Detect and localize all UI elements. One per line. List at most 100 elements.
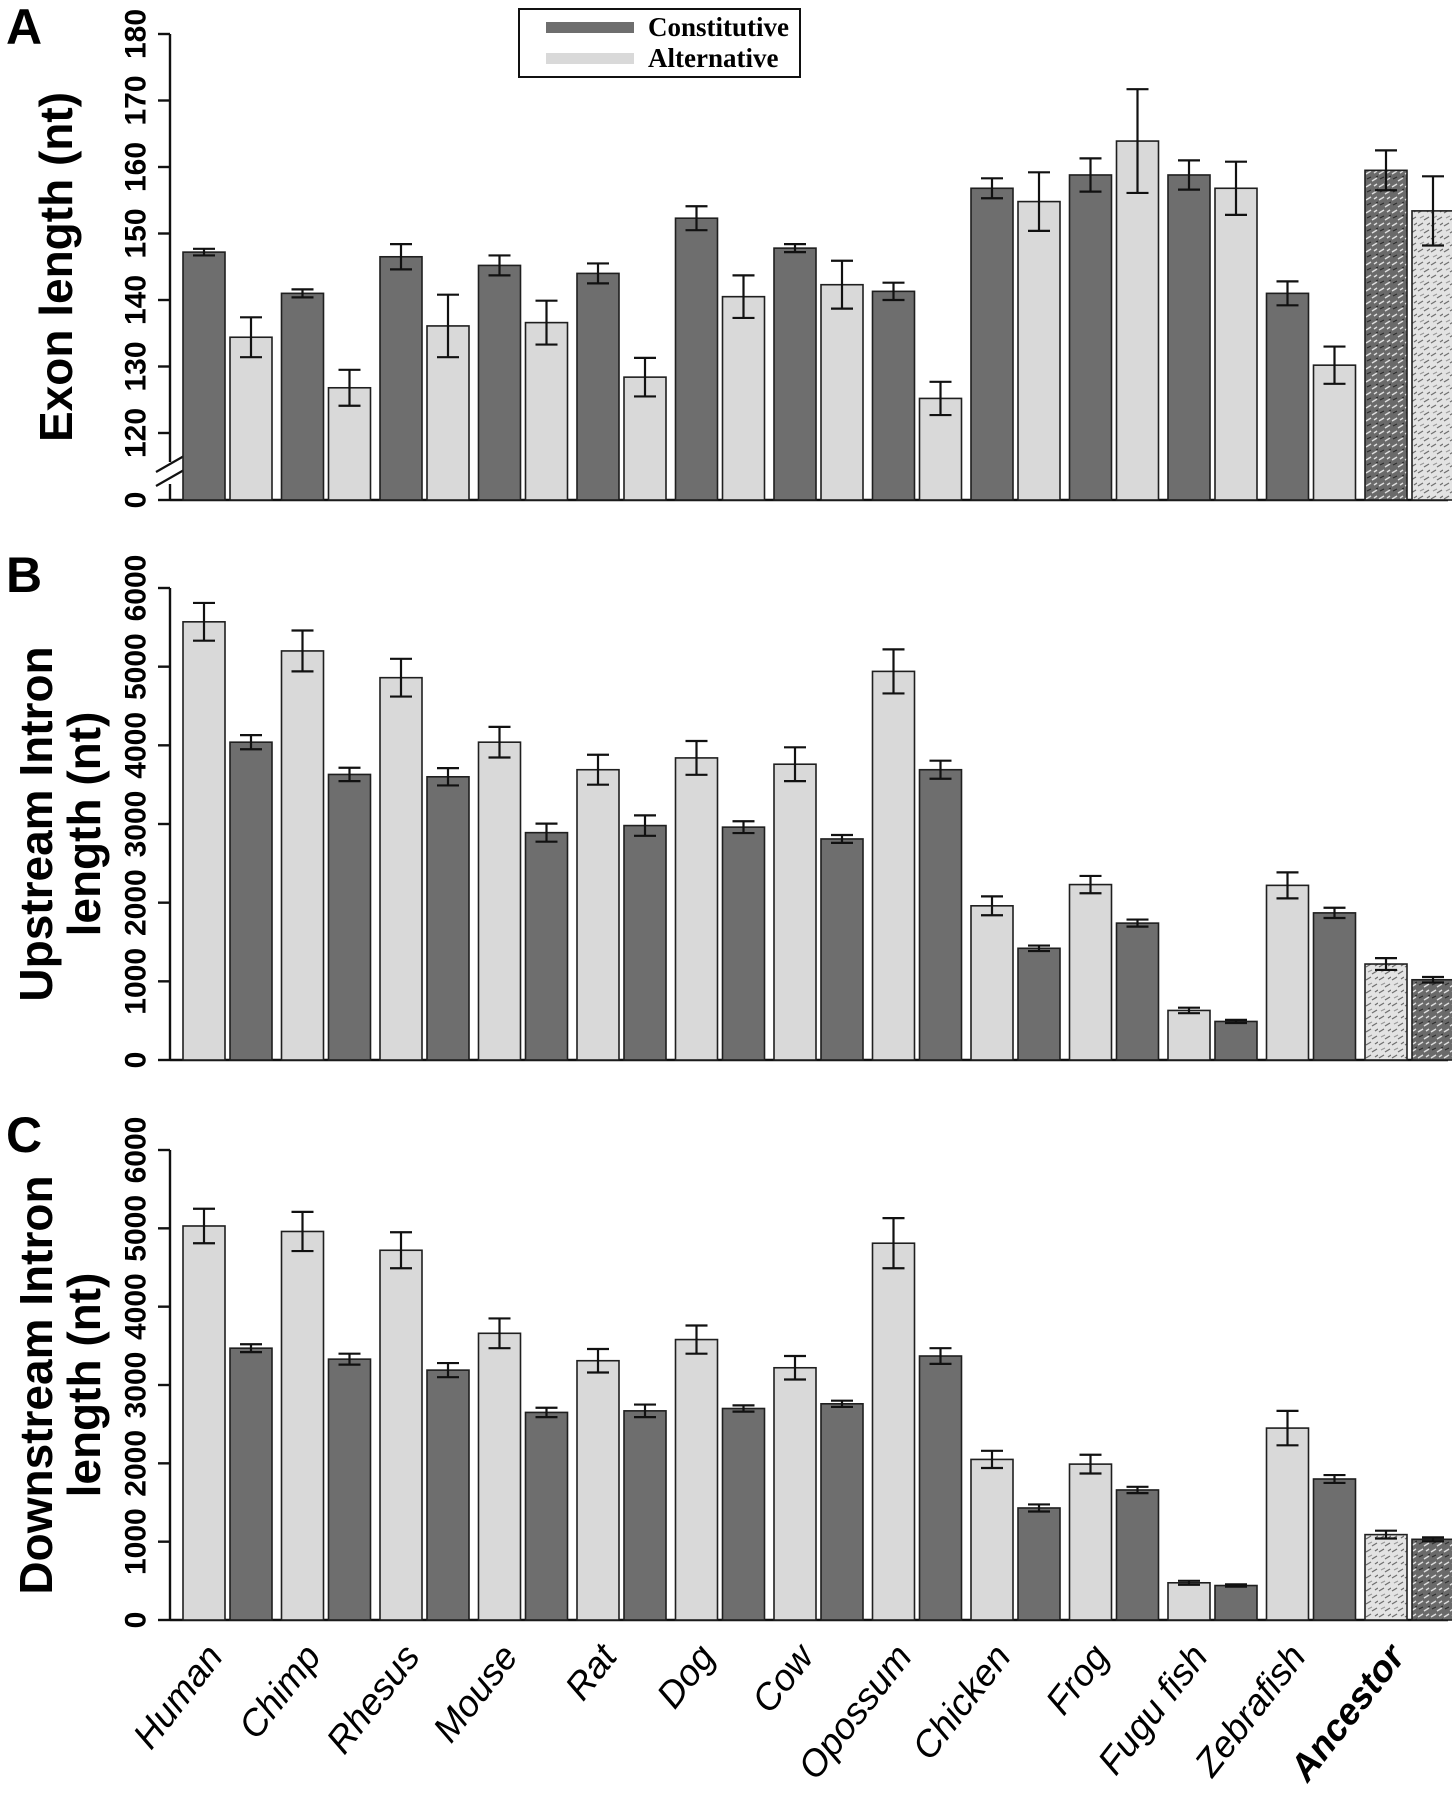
bar-C-dog-alternative [674,1338,719,1621]
bar-B-rat-constitutive [623,824,667,1061]
y-tick-label: 0 [120,1052,153,1069]
panel-C: 0 1000 2000 3000 4000 5000 6000 Downstream Intr… [10,1117,1452,1629]
bar-C-chicken-constitutive [1017,1507,1061,1621]
bar-A-opossum-constitutive [871,290,916,501]
bar-A-cow-alternative [820,283,864,501]
legend: Constitutive Alternative [518,8,801,78]
bar-C-fugu-fish-constitutive [1214,1584,1258,1621]
bar-B-dog-constitutive [721,826,766,1061]
alternative-swatch-icon [546,53,634,64]
y-tick-label: 160 [120,142,153,192]
bar-A-frog-constitutive [1068,174,1113,501]
bar-A-human-alternative [229,336,273,501]
legend-label: Constitutive [648,12,789,42]
bar-C-frog-alternative [1068,1463,1113,1621]
bar-C-zebrafish-alternative [1265,1427,1310,1621]
y-axis-title: length (nt) [58,712,110,937]
legend-item-alternative: Alternative [520,45,799,72]
y-tick-label: 2000 [120,869,153,936]
y-tick-label: 150 [120,208,153,258]
bar-C-mouse-alternative [477,1332,522,1621]
y-tick-label: 0 [120,1612,153,1629]
y-tick-label: 180 [120,9,153,59]
y-tick-label: 130 [120,341,153,391]
bar-C-opossum-alternative [871,1242,916,1621]
y-tick-label: 140 [120,275,153,325]
y-tick-label: 6000 [120,555,153,622]
bar-A-dog-alternative [721,295,766,501]
panel-A: 0 120 130 140 150 160 170 180 Exon length (nt) [30,9,1452,508]
bar-B-ancestor-constitutive [1411,978,1452,1061]
legend-label: Alternative [648,43,779,73]
bar-B-chimp-constitutive [327,773,372,1061]
panel-B: 0 1000 2000 3000 4000 5000 6000 Upstream Intron… [10,555,1452,1069]
bar-C-chimp-constitutive [327,1358,372,1621]
bar-A-mouse-constitutive [477,264,522,501]
bar-C-chicken-alternative [970,1458,1014,1621]
bar-A-ancestor-constitutive [1364,169,1408,501]
y-axis-title: Downstream Intron [10,1175,62,1594]
panel-letter-b: B [6,547,43,603]
bar-A-chicken-constitutive [970,187,1014,501]
y-tick-label: 2000 [120,1430,153,1497]
bar-C-human-alternative [182,1225,226,1621]
bar-B-rat-alternative [576,768,620,1061]
bar-B-frog-constitutive [1115,922,1160,1061]
panel-letter-a: A [6,0,43,55]
y-tick-label: 1000 [120,1508,153,1575]
axis-break-icon [155,469,185,487]
bar-A-ancestor-alternative [1411,210,1452,501]
y-tick-label: 5000 [120,633,153,700]
y-tick-label: 6000 [120,1117,153,1184]
bar-C-rhesus-constitutive [426,1369,470,1621]
bar-B-rhesus-constitutive [426,775,470,1061]
bar-A-fugu-fish-alternative [1214,187,1258,501]
bar-A-fugu-fish-constitutive [1167,174,1211,501]
bar-C-opossum-constitutive [918,1355,963,1621]
bar-B-opossum-alternative [871,670,916,1061]
y-tick-label: 1000 [120,948,153,1015]
bar-B-mouse-alternative [477,741,522,1061]
y-axis-title: Upstream Intron [10,646,62,1001]
bar-A-mouse-alternative [524,321,569,501]
bar-B-cow-constitutive [820,838,864,1061]
bar-C-mouse-constitutive [524,1411,569,1621]
bar-C-ancestor-constitutive [1411,1538,1452,1621]
bar-A-zebrafish-alternative [1312,364,1357,501]
y-axis-title: length (nt) [58,1273,110,1498]
bar-B-ancestor-alternative [1364,963,1408,1061]
y-axis-title: Exon length (nt) [30,92,82,442]
bar-B-dog-alternative [674,757,719,1061]
y-tick-label: 4000 [120,1273,153,1340]
y-tick-label: 120 [120,408,153,458]
bar-C-chimp-alternative [280,1230,325,1621]
bar-A-rat-alternative [623,376,667,501]
bar-B-fugu-fish-alternative [1167,1009,1211,1061]
bar-B-chimp-alternative [280,650,325,1061]
bar-B-zebrafish-constitutive [1312,912,1357,1061]
bar-B-human-constitutive [229,741,273,1061]
bar-A-rhesus-constitutive [379,255,423,501]
bar-B-human-alternative [182,621,226,1061]
bar-C-rhesus-alternative [379,1249,423,1621]
bar-B-chicken-constitutive [1017,947,1061,1061]
bar-B-zebrafish-alternative [1265,884,1310,1061]
y-tick-label: 170 [120,75,153,125]
bar-A-rat-constitutive [576,272,620,501]
bar-C-cow-constitutive [820,1403,864,1621]
y-tick-label: 5000 [120,1195,153,1262]
bar-A-chicken-alternative [1017,200,1061,501]
bar-B-cow-alternative [773,763,817,1061]
bar-B-chicken-alternative [970,905,1014,1061]
bar-C-cow-alternative [773,1366,817,1621]
y-tick-label: 4000 [120,712,153,779]
bar-C-rat-alternative [576,1359,620,1621]
bar-C-rat-constitutive [623,1410,667,1621]
legend-item-constitutive: Constitutive [520,14,799,41]
bar-B-rhesus-alternative [379,676,423,1061]
bar-B-frog-alternative [1068,883,1113,1061]
bar-C-fugu-fish-alternative [1167,1581,1211,1621]
bar-B-opossum-constitutive [918,768,963,1061]
bar-C-human-constitutive [229,1347,273,1621]
y-tick-label: 3000 [120,1352,153,1419]
